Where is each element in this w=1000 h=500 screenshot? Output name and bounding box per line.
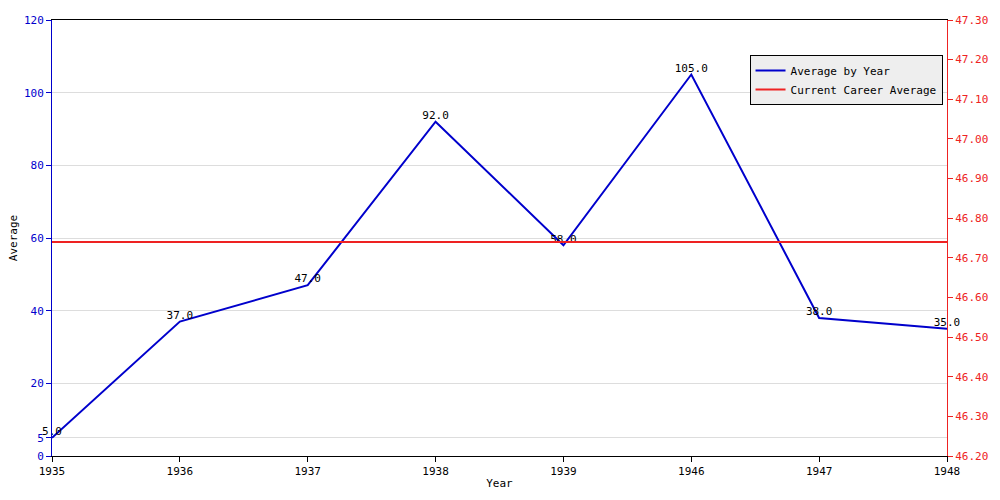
svg-text:46.90: 46.90 (955, 172, 988, 185)
svg-text:58.0: 58.0 (550, 233, 577, 246)
svg-text:47.00: 47.00 (955, 133, 988, 146)
svg-text:105.0: 105.0 (675, 62, 708, 75)
svg-text:Year: Year (486, 477, 513, 490)
svg-text:120: 120 (24, 14, 44, 27)
svg-text:37.0: 37.0 (167, 309, 194, 322)
svg-text:Average by Year: Average by Year (791, 65, 891, 78)
svg-text:Current Career Average: Current Career Average (791, 84, 937, 97)
svg-text:46.20: 46.20 (955, 450, 988, 463)
svg-text:1946: 1946 (678, 465, 705, 478)
svg-text:1938: 1938 (422, 465, 449, 478)
svg-text:46.70: 46.70 (955, 252, 988, 265)
svg-text:1937: 1937 (294, 465, 321, 478)
svg-text:46.50: 46.50 (955, 331, 988, 344)
svg-text:1947: 1947 (806, 465, 833, 478)
svg-text:Average: Average (7, 215, 20, 261)
svg-text:47.10: 47.10 (955, 93, 988, 106)
svg-text:46.60: 46.60 (955, 291, 988, 304)
svg-text:46.40: 46.40 (955, 371, 988, 384)
svg-text:20: 20 (31, 377, 44, 390)
svg-text:92.0: 92.0 (422, 109, 449, 122)
svg-text:1935: 1935 (39, 465, 66, 478)
svg-text:35.0: 35.0 (934, 316, 961, 329)
svg-text:1948: 1948 (934, 465, 961, 478)
svg-text:46.80: 46.80 (955, 212, 988, 225)
svg-text:60: 60 (31, 232, 44, 245)
svg-text:80: 80 (31, 159, 44, 172)
svg-text:46.30: 46.30 (955, 410, 988, 423)
svg-text:5: 5 (37, 432, 44, 445)
svg-text:0: 0 (37, 450, 44, 463)
svg-text:47.20: 47.20 (955, 53, 988, 66)
svg-text:5.0: 5.0 (42, 425, 62, 438)
svg-text:38.0: 38.0 (806, 305, 833, 318)
svg-text:1936: 1936 (167, 465, 194, 478)
svg-text:40: 40 (31, 305, 44, 318)
svg-text:47.0: 47.0 (294, 272, 321, 285)
svg-text:1939: 1939 (550, 465, 577, 478)
svg-text:100: 100 (24, 87, 44, 100)
svg-text:47.30: 47.30 (955, 14, 988, 27)
